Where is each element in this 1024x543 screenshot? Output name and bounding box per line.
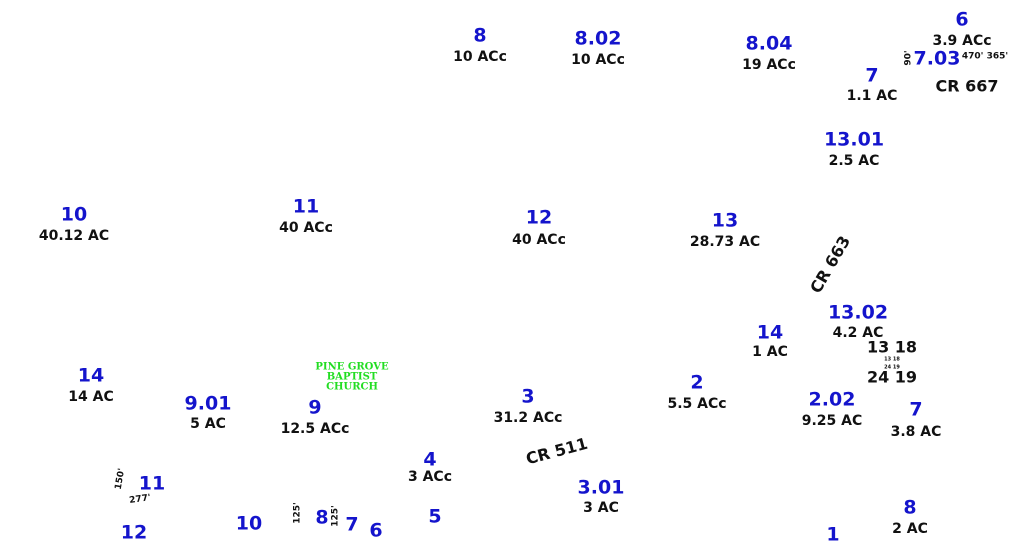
parcel-number: 13 — [712, 210, 738, 232]
dimension-label: 277' — [129, 493, 152, 506]
parcel-number: 8.04 — [746, 33, 793, 55]
section-label: 24 19 — [867, 368, 917, 387]
parcel-number: 13.01 — [824, 129, 884, 151]
parcel-acreage: 5 AC — [190, 416, 226, 432]
dimension-label: 90' — [904, 50, 914, 65]
parcel-number: 7 — [865, 65, 878, 87]
parcel-number: 8 — [473, 25, 486, 47]
parcel-acreage: 10 ACc — [571, 52, 625, 68]
dimension-label: 125' — [331, 505, 341, 527]
parcel-acreage: 3.8 AC — [891, 424, 942, 440]
parcel-acreage: 10 ACc — [453, 49, 507, 65]
parcel-number: 9 — [308, 397, 321, 419]
parcel-number: 3.01 — [578, 477, 625, 499]
parcel-number: 4 — [423, 449, 436, 471]
lot-number: 11 — [139, 473, 165, 495]
road-label: CR 511 — [524, 434, 590, 469]
parcel-number: 2.02 — [809, 389, 856, 411]
parcel-acreage: 19 ACc — [742, 57, 796, 73]
parcel-acreage: 40 ACc — [279, 220, 333, 236]
parcel-acreage: 1 AC — [752, 344, 788, 360]
parcel-number: 11 — [293, 196, 319, 218]
landmark-label: CHURCH — [326, 382, 378, 393]
parcel-acreage: 9.25 AC — [802, 413, 863, 429]
parcel-number: 9.01 — [185, 393, 232, 415]
parcel-acreage: 2.5 AC — [829, 153, 880, 169]
lot-number: 7 — [345, 514, 358, 536]
parcel-number: 8 — [903, 497, 916, 519]
parcel-acreage: 3 ACc — [408, 469, 452, 485]
parcel-acreage: 5.5 ACc — [667, 396, 726, 412]
landmark-label: BAPTIST — [327, 372, 378, 383]
parcel-acreage: 2 AC — [892, 521, 928, 537]
parcel-number: 2 — [690, 372, 703, 394]
lot-number: 12 — [121, 522, 147, 543]
section-label-small: 24 19 — [884, 365, 900, 371]
section-label: 13 18 — [867, 338, 917, 357]
section-label-small: 13 18 — [884, 357, 900, 363]
parcel-acreage: 40.12 AC — [39, 228, 109, 244]
parcel-acreage: 12.5 ACc — [281, 421, 350, 437]
parcel-number: 14 — [757, 322, 783, 344]
parcel-number: 6 — [955, 9, 968, 31]
parcel-acreage: 3 AC — [583, 500, 619, 516]
parcel-acreage: 1.1 AC — [847, 88, 898, 104]
parcel-number: 8.02 — [575, 28, 622, 50]
lot-number: 7.03 — [914, 48, 961, 70]
lot-number: 1 — [826, 524, 839, 543]
parcel-acreage: 40 ACc — [512, 232, 566, 248]
parcel-number: 7 — [909, 399, 922, 421]
parcel-acreage: 28.73 AC — [690, 234, 760, 250]
parcel-number: 13.02 — [828, 302, 888, 324]
road-label: CR 667 — [935, 77, 998, 96]
parcel-acreage: 14 AC — [68, 389, 113, 405]
parcel-number: 12 — [526, 207, 552, 229]
lot-number: 10 — [236, 513, 262, 535]
landmark-label: PINE GROVE — [315, 362, 389, 373]
parcel-number: 10 — [61, 204, 87, 226]
lot-number: 8 — [315, 507, 328, 529]
parcel-number: 3 — [521, 386, 534, 408]
dimension-label: 125' — [293, 502, 303, 524]
parcel-acreage: 3.9 ACc — [932, 33, 991, 49]
parcel-number: 14 — [78, 365, 104, 387]
dimension-label: 470' 365' — [962, 52, 1008, 62]
lot-number: 5 — [428, 506, 441, 528]
lot-number: 6 — [369, 520, 382, 542]
parcel-acreage: 31.2 ACc — [494, 410, 563, 426]
road-label: CR 663 — [806, 232, 854, 296]
parcel-acreage: 4.2 AC — [833, 325, 884, 341]
dimension-label: 150' — [114, 468, 128, 491]
